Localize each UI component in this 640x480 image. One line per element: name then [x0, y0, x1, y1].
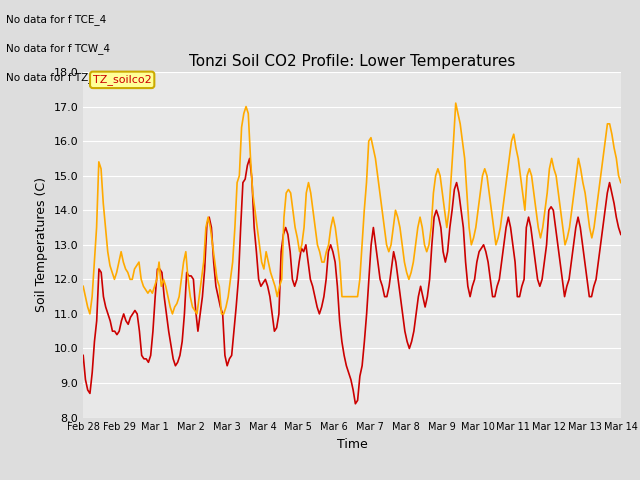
Text: No data for f TCE_4: No data for f TCE_4	[6, 14, 107, 25]
Text: TZ_soilco2: TZ_soilco2	[93, 74, 152, 85]
Text: No data for f TZ_TC3: No data for f TZ_TC3	[6, 72, 113, 83]
Text: No data for f TCW_4: No data for f TCW_4	[6, 43, 111, 54]
Y-axis label: Soil Temperatures (C): Soil Temperatures (C)	[35, 177, 48, 312]
X-axis label: Time: Time	[337, 438, 367, 451]
Title: Tonzi Soil CO2 Profile: Lower Temperatures: Tonzi Soil CO2 Profile: Lower Temperatur…	[189, 54, 515, 70]
